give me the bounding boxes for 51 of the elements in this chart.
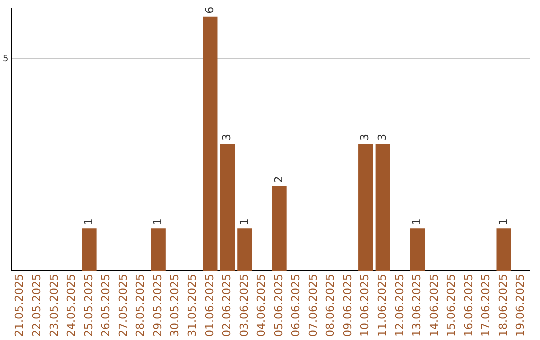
bar <box>358 144 374 272</box>
x-tick-label: 08.06.2025 <box>324 274 338 338</box>
data-label: 1 <box>410 218 424 226</box>
x-tick-label: 09.06.2025 <box>341 274 354 338</box>
x-tick-label: 22.05.2025 <box>30 274 44 338</box>
x-tick-label: 10.06.2025 <box>358 274 372 338</box>
bar <box>151 228 166 272</box>
bar <box>238 228 252 272</box>
bar <box>376 144 390 272</box>
data-label: 1 <box>238 218 251 226</box>
bar <box>203 16 218 272</box>
data-label: 1 <box>496 218 510 226</box>
x-tick-label: 06.06.2025 <box>290 274 303 338</box>
x-tick-label: 27.05.2025 <box>116 274 130 338</box>
x-tick-label: 17.06.2025 <box>480 274 493 338</box>
x-tick-label: 02.06.2025 <box>220 274 234 338</box>
y-tick-label: 5 <box>2 54 9 65</box>
x-tick-label: 15.06.2025 <box>445 274 458 338</box>
bar <box>82 228 97 272</box>
data-label: 6 <box>203 6 216 14</box>
data-label: 3 <box>358 134 372 141</box>
x-tick-label: 07.06.2025 <box>306 274 320 338</box>
x-tick-label: 30.05.2025 <box>168 274 182 338</box>
x-tick-label: 03.06.2025 <box>238 274 251 338</box>
x-tick-label: 23.05.2025 <box>48 274 61 338</box>
bar <box>496 228 512 272</box>
x-tick-label: 18.06.2025 <box>496 274 510 338</box>
x-tick-label: 12.06.2025 <box>393 274 406 338</box>
data-label: 2 <box>272 176 286 184</box>
x-tick-label: 26.05.2025 <box>100 274 113 338</box>
x-tick-label: 31.05.2025 <box>186 274 199 338</box>
x-tick-label: 28.05.2025 <box>134 274 148 338</box>
x-tick-label: 04.06.2025 <box>255 274 268 338</box>
x-tick-label: 29.05.2025 <box>151 274 164 338</box>
x-tick-label: 14.06.2025 <box>428 274 441 338</box>
data-label: 1 <box>82 218 96 226</box>
x-tick-label: 25.05.2025 <box>82 274 96 338</box>
bar <box>410 228 426 272</box>
x-tick-label: 11.06.2025 <box>376 274 390 338</box>
x-tick-label: 24.05.2025 <box>65 274 78 338</box>
data-label: 1 <box>151 218 164 226</box>
x-tick-label: 16.06.2025 <box>462 274 476 338</box>
bar <box>272 186 287 272</box>
x-tick-label: 19.06.2025 <box>514 274 528 338</box>
bar <box>220 144 236 272</box>
x-tick-label: 01.06.2025 <box>203 274 216 338</box>
x-tick-label: 13.06.2025 <box>410 274 424 338</box>
data-label: 3 <box>220 134 234 141</box>
x-tick-label: 21.05.2025 <box>13 274 26 338</box>
x-tick-label: 05.06.2025 <box>272 274 286 338</box>
data-label: 3 <box>376 134 390 141</box>
